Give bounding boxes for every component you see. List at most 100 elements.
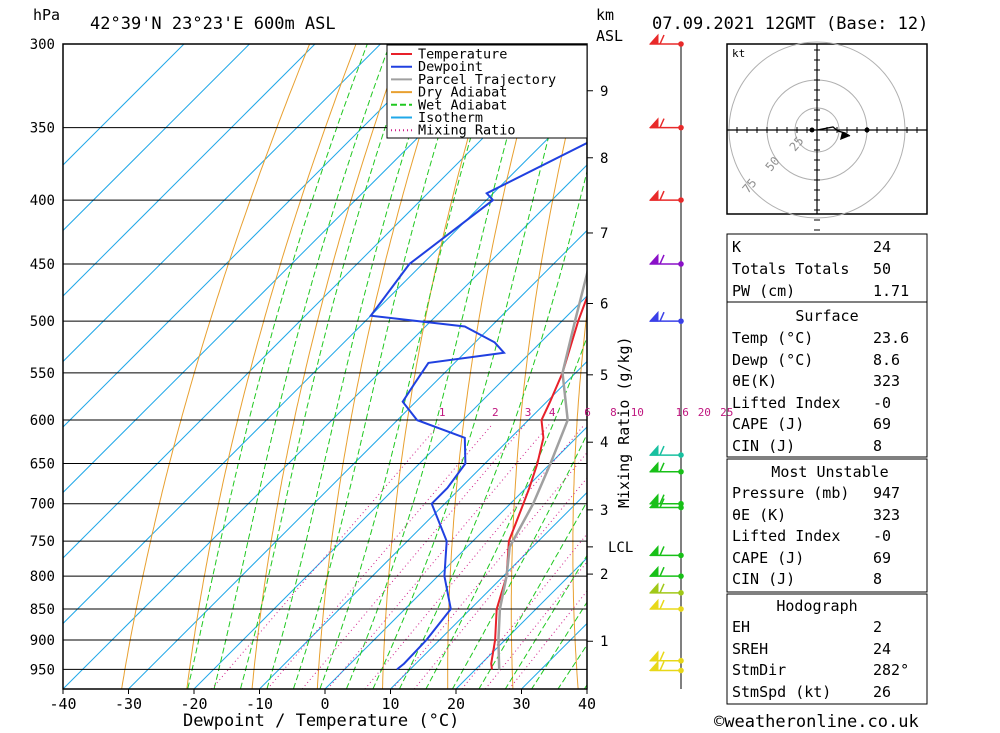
mixing-ratio-label: 6 <box>584 406 591 419</box>
mixing-ratio-label: 16 <box>676 406 689 419</box>
surface-value-1: 8.6 <box>873 351 900 369</box>
wet-adiabat-line <box>345 44 534 689</box>
wind-barb-dot <box>678 606 684 612</box>
dry-adiabat-line <box>956 44 1000 689</box>
x-tick-label: 30 <box>512 695 530 713</box>
x-tick-label: -40 <box>49 695 76 713</box>
wet-adiabat-line <box>239 44 415 689</box>
pressure-tick-label: 900 <box>30 633 55 649</box>
indices-label-2: PW (cm) <box>732 282 795 300</box>
hpa-unit-label: hPa <box>33 6 60 24</box>
wind-barb-flag <box>648 497 659 509</box>
hodo-value-2: 282° <box>873 661 909 679</box>
isotherm-line <box>63 44 578 559</box>
wind-barb-dot <box>678 573 684 579</box>
mu-label-2: Lifted Index <box>732 527 840 545</box>
surface-label-4: CAPE (J) <box>732 415 804 433</box>
isotherm-line <box>63 44 250 232</box>
mixing-ratio-line <box>211 424 440 689</box>
wind-barb-dot <box>678 318 684 324</box>
hodograph-dot <box>864 127 870 133</box>
mixing-ratio-line <box>392 451 587 689</box>
hodo-label-2: StmDir <box>732 661 786 679</box>
dewpoint-line <box>368 141 587 671</box>
pressure-tick-label: 850 <box>30 602 55 618</box>
wind-barb-feather <box>659 118 665 128</box>
location-title: 42°39'N 23°23'E 600m ASL <box>90 14 336 34</box>
wind-barb-flag <box>648 582 659 594</box>
wind-barb-flag <box>648 117 659 129</box>
km-tick-label: 2 <box>600 567 608 583</box>
wind-barb-feather <box>659 498 665 508</box>
pressure-tick-label: 500 <box>30 314 55 330</box>
wind-barb-feather <box>659 462 665 473</box>
km-tick-label: 8 <box>600 151 608 167</box>
dry-adiabat-line <box>510 46 587 689</box>
pressure-axis: 300 350 400 450 500 550 600 650 700 750 800 850 900 9… <box>30 37 55 678</box>
isotherm-line <box>63 44 381 363</box>
footer-credit: ©weatheronline.co.uk <box>714 712 919 732</box>
mixing-ratio-label: 3 <box>525 406 532 419</box>
mu-label-0: Pressure (mb) <box>732 484 849 502</box>
dry-adiabat-line <box>251 44 403 689</box>
isotherm-line <box>455 557 587 689</box>
wet-adiabat-line <box>266 44 440 689</box>
pressure-tick-label: 300 <box>30 37 55 53</box>
km-tick-label: 1 <box>600 634 608 650</box>
mixing-ratio-axis-title: Mixing Ratio (g/kg) <box>615 336 633 508</box>
km-tick-label: 9 <box>600 84 608 100</box>
wind-barb-flag <box>648 444 659 456</box>
wind-barb-dot <box>678 590 684 596</box>
isotherm-line <box>63 164 587 689</box>
hodograph-table: Hodograph EH 2 SREH 24 StmDir 282° StmSp… <box>726 593 928 705</box>
hodo-label-3: StmSpd (kt) <box>732 683 831 701</box>
km-tick-label: 7 <box>600 226 608 242</box>
wet-adiabat-line <box>213 44 391 689</box>
dry-adiabat-line <box>186 44 357 689</box>
dry-adiabat-line <box>121 44 311 689</box>
legend-label: Isotherm <box>418 110 483 126</box>
x-tick-label: 10 <box>381 695 399 713</box>
temperature-axis: -40 -30 -20 -10 0 10 20 30 40 <box>49 689 596 713</box>
isotherm-line <box>63 98 587 625</box>
mu-value-0: 947 <box>873 484 900 502</box>
legend-label: Dry Adiabat <box>418 85 507 101</box>
wet-adiabat-line <box>451 433 587 689</box>
wind-barb-feather <box>659 311 665 322</box>
wind-barb-feather <box>659 661 665 671</box>
wind-barb-dot <box>678 468 684 475</box>
mu-value-3: 69 <box>873 549 891 567</box>
indices-value-2: 1.71 <box>873 282 909 300</box>
pressure-tick-label: 600 <box>30 413 55 429</box>
dry-adiabat-line <box>316 44 450 689</box>
wind-barb-feather <box>659 599 665 610</box>
km-tick-label: 3 <box>600 503 608 519</box>
wind-barb-dot <box>678 41 684 47</box>
asl-unit-label: ASL <box>596 27 623 45</box>
wind-barb-flag <box>648 660 659 672</box>
surface-title: Surface <box>795 307 858 325</box>
mu-label-1: θE (K) <box>732 506 786 524</box>
wind-barb-flag <box>648 650 659 662</box>
x-tick-label: 0 <box>320 695 329 713</box>
surface-label-0: Temp (°C) <box>732 329 813 347</box>
pressure-tick-label: 350 <box>30 121 55 137</box>
wind-barb-dot <box>678 452 684 458</box>
wet-adiabat-line <box>292 44 468 689</box>
isotherm-line <box>63 44 316 297</box>
hodograph-unit: kt <box>732 47 745 60</box>
hodo-value-3: 26 <box>873 683 891 701</box>
wind-barb-dot <box>678 552 684 559</box>
mixing-ratio-label: 8 <box>610 406 617 419</box>
mixing-ratio-line <box>484 561 587 689</box>
mixing-ratio-label: 4 <box>549 406 556 419</box>
pressure-tick-label: 450 <box>30 257 55 273</box>
wind-barb-flag <box>648 189 659 201</box>
isotherm-line <box>128 229 587 689</box>
isotherm-line <box>193 295 587 689</box>
pressure-tick-label: 750 <box>30 534 55 550</box>
km-unit-label: km <box>596 6 614 24</box>
surface-value-0: 23.6 <box>873 329 909 347</box>
indices-value-0: 24 <box>873 238 891 256</box>
